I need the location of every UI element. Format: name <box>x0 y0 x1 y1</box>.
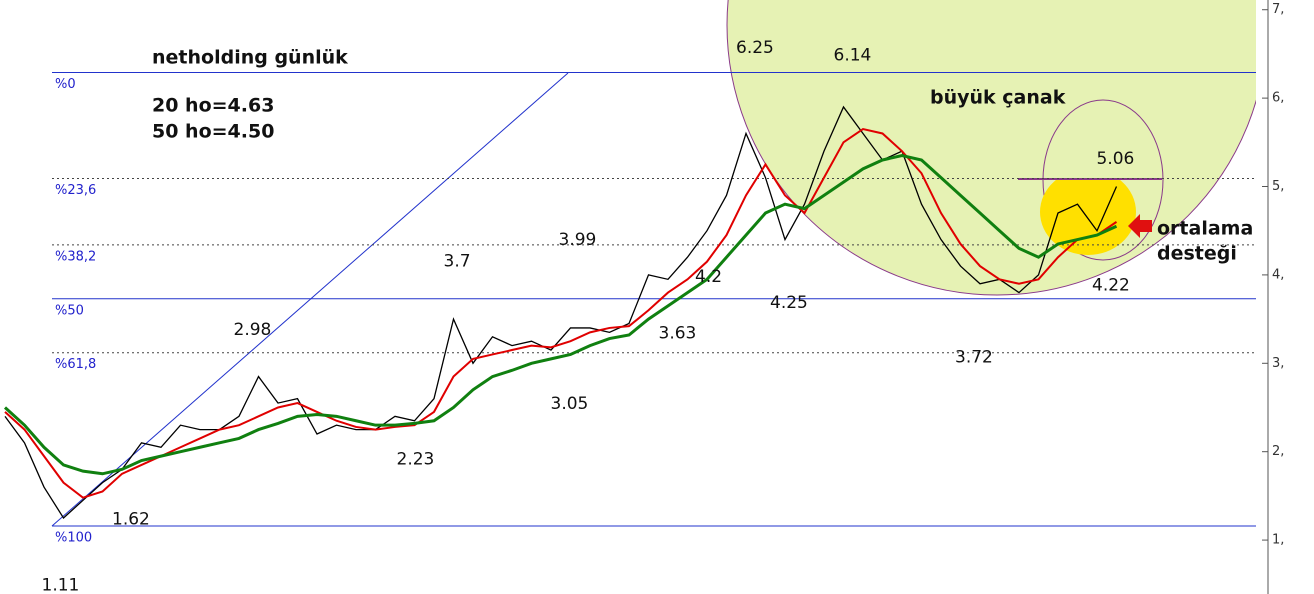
y-tick-label: 5, <box>1272 179 1284 194</box>
fib-label: %61,8 <box>55 357 96 372</box>
pattern-label: desteği <box>1157 243 1237 265</box>
fib-label: %38,2 <box>55 249 96 264</box>
price-label: 4.22 <box>1092 275 1130 295</box>
price-label: 3.72 <box>955 348 993 368</box>
y-tick-label: 3, <box>1272 356 1284 371</box>
price-label: 1.62 <box>112 509 150 529</box>
price-label: 2.98 <box>234 320 272 340</box>
cup-fill <box>1040 179 1136 255</box>
price-label: 6.25 <box>736 38 774 58</box>
y-tick-label: 2, <box>1272 444 1284 459</box>
price-line <box>3 154 1118 476</box>
pattern-label: ortalama <box>1157 218 1253 240</box>
price-line <box>4 127 1118 499</box>
pattern-label: büyük çanak <box>930 87 1066 109</box>
price-label: 1.11 <box>42 575 80 594</box>
price-label: 3.63 <box>659 324 697 344</box>
fib-label: %50 <box>55 303 84 318</box>
price-label: 5.06 <box>1097 149 1135 169</box>
price-label: 2.23 <box>397 449 435 469</box>
y-tick-label: 6, <box>1272 91 1284 106</box>
price-label: 4.2 <box>695 267 722 287</box>
note: 20 ho=4.63 <box>152 95 274 117</box>
y-tick-label: 4, <box>1272 267 1284 282</box>
fib-label: %0 <box>55 77 76 92</box>
y-tick-label: 1, <box>1272 533 1284 548</box>
fib-label: %100 <box>55 530 92 545</box>
y-tick-label: 7, <box>1272 2 1284 17</box>
fib-label: %23,6 <box>55 183 96 198</box>
price-label: 3.05 <box>551 394 589 414</box>
chart-title: netholding günlük <box>152 47 348 69</box>
price-label: 4.25 <box>770 293 808 313</box>
price-line <box>4 105 1118 519</box>
arrow <box>1128 214 1152 238</box>
trend-line <box>51 72 569 527</box>
price-label: 3.99 <box>559 230 597 250</box>
note: 50 ho=4.50 <box>152 121 274 143</box>
price-label: 6.14 <box>834 46 872 66</box>
price-label: 3.7 <box>444 251 471 271</box>
